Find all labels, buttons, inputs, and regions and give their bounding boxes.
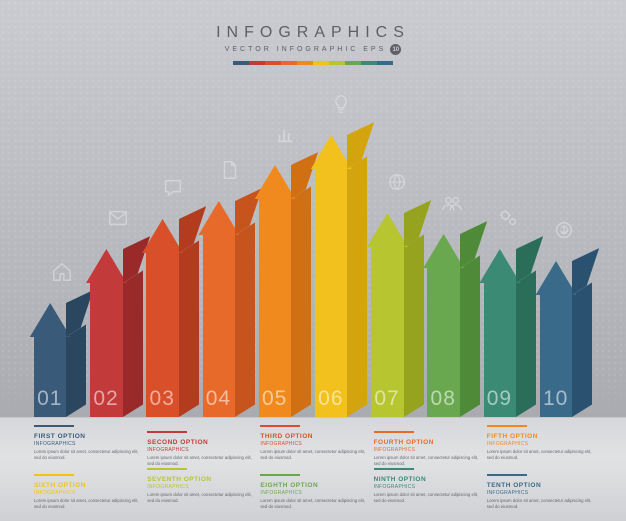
legend-sub: INFOGRAPHICS xyxy=(34,490,139,496)
bar-number: 10 xyxy=(543,387,568,411)
legend-sub: INFOGRAPHICS xyxy=(147,447,252,453)
bar-06: 06 xyxy=(315,135,367,417)
legend-05: FIFTH OPTIONINFOGRAPHICS Lorem ipsum dolo… xyxy=(483,425,596,468)
bar-08: 08 xyxy=(427,234,479,417)
legend-sub: INFOGRAPHICS xyxy=(147,484,252,490)
legend-sub: INFOGRAPHICS xyxy=(487,441,592,447)
legend-body: Lorem ipsum dolor sit amet, consectetur … xyxy=(260,449,365,461)
legend-body: Lorem ipsum dolor sit amet, consectetur … xyxy=(487,498,592,510)
bar-number: 02 xyxy=(93,387,118,411)
bar-number: 01 xyxy=(37,387,62,411)
legend-02: SECOND OPTIONINFOGRAPHICS Lorem ipsum dol… xyxy=(143,431,256,468)
bar-number: 05 xyxy=(262,387,287,411)
bar-07: 07 xyxy=(371,213,423,417)
bar-10: 10 xyxy=(540,261,592,417)
legend-body: Lorem ipsum dolor sit amet, consectetur … xyxy=(147,492,252,504)
arrow-bar-chart: 01 02 03 04 05 06 07 08 09 10 xyxy=(34,117,592,417)
title: INFOGRAPHICS xyxy=(0,24,626,42)
legend-body: Lorem ipsum dolor sit amet, consectetur … xyxy=(374,455,479,467)
bar-01: 01 xyxy=(34,303,86,417)
legend-09: NINTH OPTIONINFOGRAPHICS Lorem ipsum dolo… xyxy=(370,468,483,511)
legend-title: FIRST OPTION xyxy=(34,433,139,440)
subtitle: VECTOR INFOGRAPHIC EPS 10 xyxy=(0,44,626,55)
legend-title: FOURTH OPTION xyxy=(374,439,479,446)
bar-number: 06 xyxy=(318,387,343,411)
infographic-stage: INFOGRAPHICS VECTOR INFOGRAPHIC EPS 10 0… xyxy=(0,0,626,521)
legend-03: THIRD OPTIONINFOGRAPHICS Lorem ipsum dolo… xyxy=(256,425,369,468)
legend-sub: INFOGRAPHICS xyxy=(260,441,365,447)
bar-05: 05 xyxy=(259,165,311,417)
color-swatch xyxy=(0,61,626,65)
legend-body: Lorem ipsum dolor sit amet, consectetur … xyxy=(147,455,252,467)
legend-title: SECOND OPTION xyxy=(147,439,252,446)
legend-body: Lorem ipsum dolor sit amet, consectetur … xyxy=(34,449,139,461)
legend-sub: INFOGRAPHICS xyxy=(260,490,365,496)
legend-body: Lorem ipsum dolor sit amet, consectetur … xyxy=(260,498,365,510)
legend-01: FIRST OPTIONINFOGRAPHICS Lorem ipsum dolo… xyxy=(30,425,143,468)
bar-number: 03 xyxy=(150,387,175,411)
legend-body: Lorem ipsum dolor sit amet, consectetur … xyxy=(487,449,592,461)
legend-sub: INFOGRAPHICS xyxy=(374,484,479,490)
legend-title: EIGHTH OPTION xyxy=(260,482,365,489)
bar-number: 09 xyxy=(487,387,512,411)
legend-sub: INFOGRAPHICS xyxy=(374,447,479,453)
legend-grid: FIRST OPTIONINFOGRAPHICSLorem ipsum dolo… xyxy=(30,425,596,511)
legend-body: Lorem ipsum dolor sit amet, consectetur … xyxy=(34,498,139,510)
bar-02: 02 xyxy=(90,249,142,417)
legend-04: FOURTH OPTIONINFOGRAPHICS Lorem ipsum dol… xyxy=(370,431,483,468)
legend-10: TENTH OPTIONINFOGRAPHICS Lorem ipsum dolo… xyxy=(483,474,596,511)
legend-08: EIGHTH OPTIONINFOGRAPHICS Lorem ipsum dol… xyxy=(256,474,369,511)
legend-sub: INFOGRAPHICS xyxy=(487,490,592,496)
bar-03: 03 xyxy=(146,219,198,417)
bar-04: 04 xyxy=(203,201,255,417)
legend-07: SEVENTH OPTIONINFOGRAPHICS Lorem ipsum do… xyxy=(143,468,256,511)
legend-title: THIRD OPTION xyxy=(260,433,365,440)
legend-body: Lorem ipsum dolor sit amet, consectetur … xyxy=(374,492,479,504)
legend-06: SIXTH OPTIONINFOGRAPHICS Lorem ipsum dolo… xyxy=(30,474,143,511)
bar-number: 04 xyxy=(206,387,231,411)
bar-number: 07 xyxy=(374,387,399,411)
legend-title: SIXTH OPTION xyxy=(34,482,139,489)
eps-badge: 10 xyxy=(390,44,401,55)
legend-title: NINTH OPTION xyxy=(374,476,479,483)
legend-sub: INFOGRAPHICS xyxy=(34,441,139,447)
legend-title: TENTH OPTION xyxy=(487,482,592,489)
legend-title: SEVENTH OPTION xyxy=(147,476,252,483)
bar-09: 09 xyxy=(484,249,536,417)
legend-title: FIFTH OPTION xyxy=(487,433,592,440)
header: INFOGRAPHICS VECTOR INFOGRAPHIC EPS 10 xyxy=(0,24,626,65)
bar-number: 08 xyxy=(431,387,456,411)
